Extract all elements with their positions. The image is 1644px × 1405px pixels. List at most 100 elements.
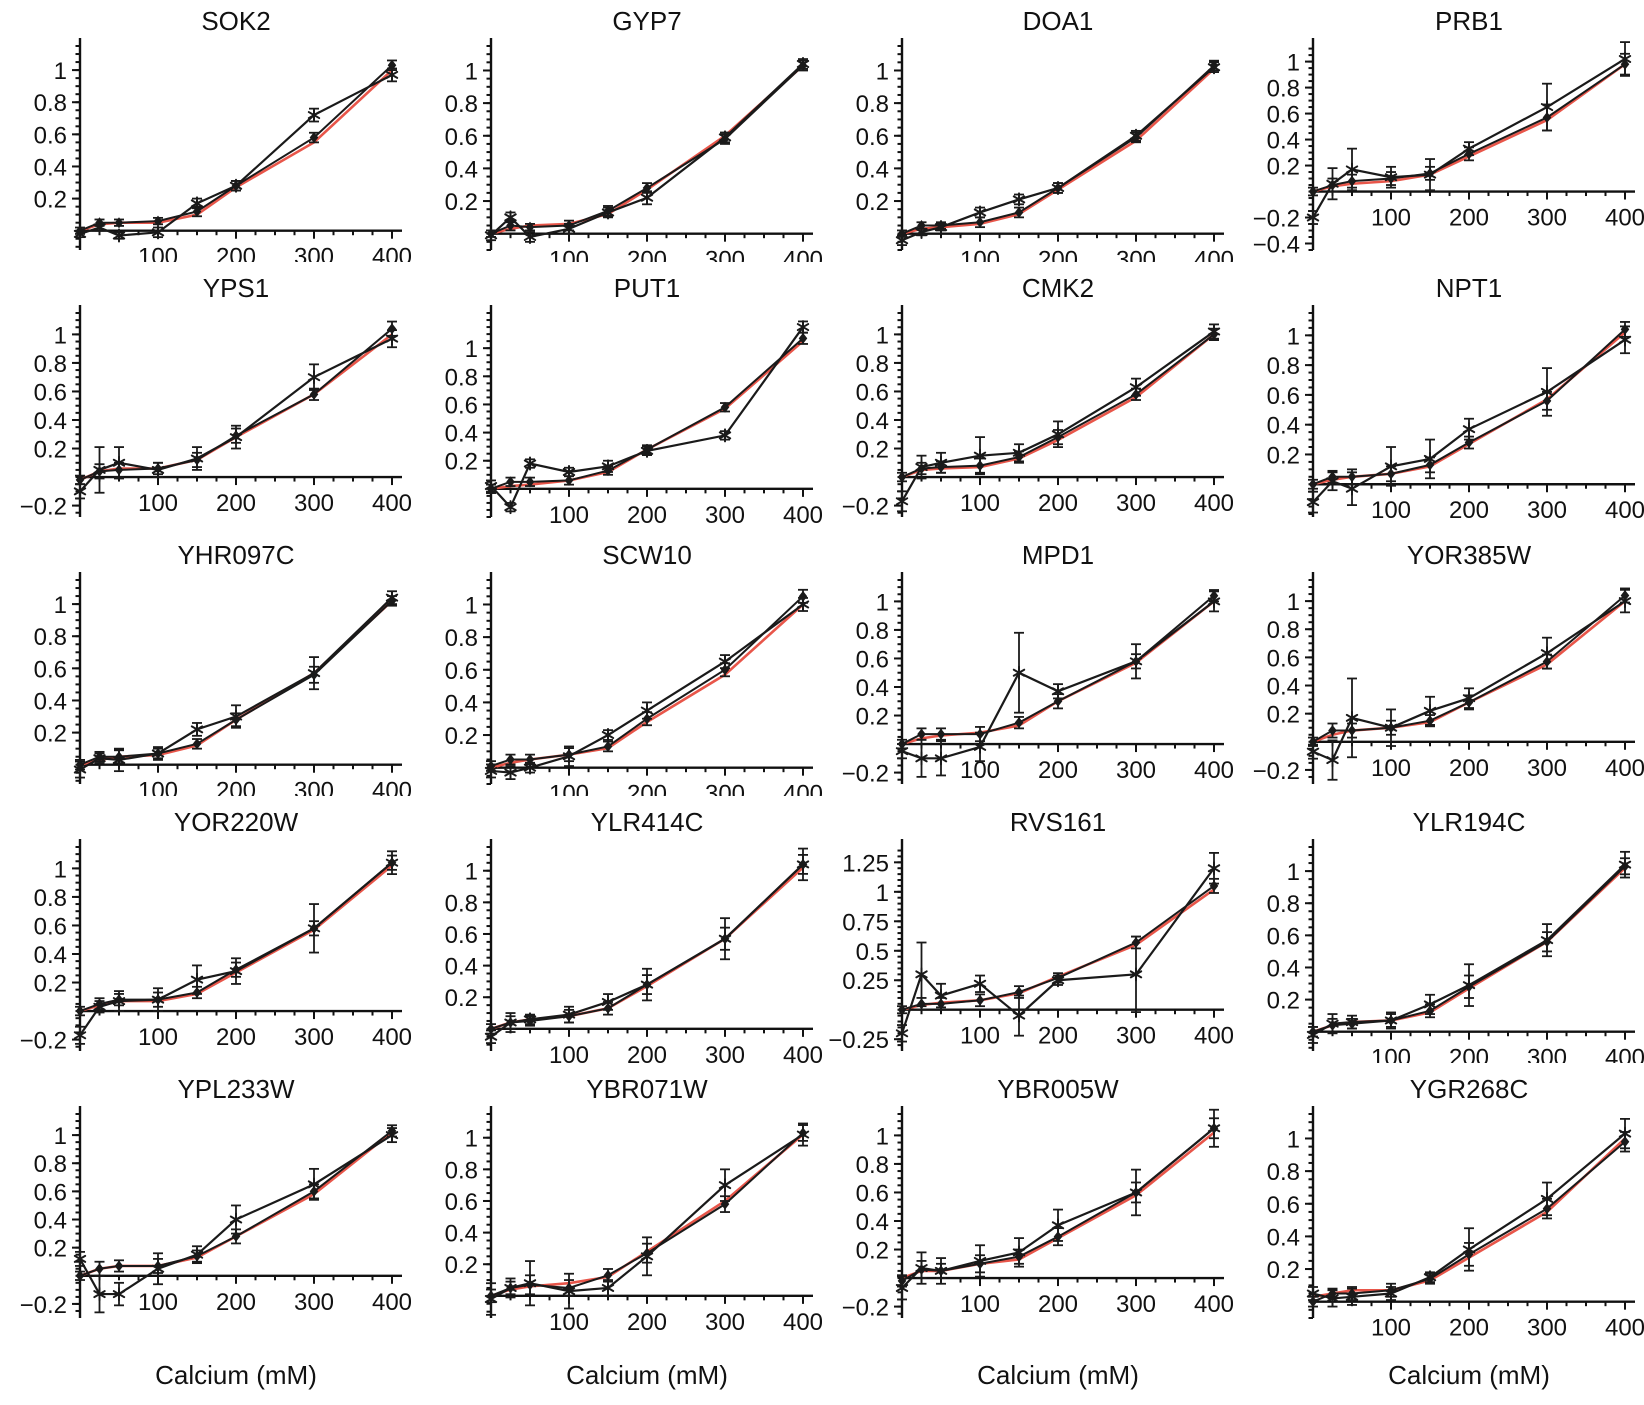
svg-text:1: 1 [876, 589, 889, 616]
svg-text:400: 400 [1194, 757, 1233, 784]
svg-text:1: 1 [876, 1123, 889, 1150]
svg-text:300: 300 [294, 244, 334, 262]
plot-title-yps1: YPS1 [203, 273, 270, 303]
svg-text:200: 200 [1038, 247, 1078, 262]
chart-canvas-cmk2: CMK2 100 200 300 400 −0.2 0.20.40.60.81 [842, 273, 1234, 521]
diamond-series-line-ypl233w [79, 1130, 393, 1277]
diamond-markers-yor220w [75, 857, 397, 1017]
svg-text:300: 300 [294, 1024, 334, 1051]
tick-labels-doa1: 100 200 300 400 0.2 0.4 0.6 0.8 1 [856, 58, 1234, 273]
ticks-cmk2 [894, 312, 1215, 514]
svg-text:1: 1 [1287, 589, 1300, 616]
svg-text:0.2: 0.2 [856, 437, 889, 464]
svg-text:1: 1 [465, 336, 478, 363]
plot-title-put1: PUT1 [614, 273, 680, 303]
axes-ypl233w [78, 1106, 402, 1318]
axes-yhr097c [78, 572, 402, 784]
svg-text:0.8: 0.8 [445, 1157, 478, 1184]
svg-text:100: 100 [960, 247, 1000, 262]
plot-title-ybr071w: YBR071W [586, 1074, 708, 1104]
error-bars-yor385w [1308, 587, 1630, 781]
plot-title-mpd1: MPD1 [1022, 540, 1094, 570]
chart-canvas-sok2: SOK2 100 200 300 400 0.2 0.4 0.6 0.8 1 [34, 6, 412, 271]
x-axis-label-ypl233w: Calcium (mM) [155, 1360, 317, 1390]
star-markers-sok2 [73, 67, 399, 243]
svg-text:200: 200 [1449, 497, 1489, 524]
svg-text:−0.2: −0.2 [842, 494, 889, 521]
svg-text:−0.2: −0.2 [1253, 206, 1300, 233]
star-markers-gyp7 [484, 56, 810, 244]
svg-text:0.2: 0.2 [34, 437, 67, 464]
svg-text:200: 200 [216, 490, 256, 517]
svg-text:400: 400 [1605, 755, 1644, 782]
axes-cmk2 [900, 305, 1224, 517]
star-markers-ypl233w [73, 1128, 399, 1302]
diamond-markers-sok2 [75, 59, 397, 237]
diamond-series-line-gyp7 [490, 64, 804, 235]
svg-text:0.2: 0.2 [1267, 702, 1300, 729]
svg-text:0.75: 0.75 [842, 909, 889, 936]
axes-put1 [489, 305, 813, 517]
chart-canvas-ygr268c: YGR268C 100 200 300 400 0.2 0.4 0.6 0.8 1 Calcium … [1267, 1074, 1644, 1390]
error-bars-scw10 [486, 588, 808, 781]
subplot-yor385w: YOR385W 100 200 300 400 −0.2 0.2 0.4 0.6 0.8 1 [1233, 534, 1644, 801]
svg-text:0.8: 0.8 [856, 351, 889, 378]
ticks-sok2 [72, 45, 393, 248]
x-axis-label-ybr005w: Calcium (mM) [977, 1360, 1139, 1390]
svg-text:100: 100 [960, 1023, 1000, 1050]
svg-text:1: 1 [54, 58, 67, 85]
ticks-put1 [483, 312, 804, 518]
svg-text:0.6: 0.6 [856, 1180, 889, 1207]
axes-yor220w [78, 839, 402, 1051]
svg-text:400: 400 [783, 1042, 822, 1063]
svg-text:0.8: 0.8 [34, 624, 67, 651]
svg-text:0.8: 0.8 [856, 1152, 889, 1179]
svg-text:1: 1 [465, 859, 478, 886]
svg-text:300: 300 [705, 781, 745, 796]
subplot-scw10: SCW10 100 200 300 400 0.2 0.4 0.6 0.8 1 [411, 534, 823, 808]
x-axis-label-ygr268c: Calcium (mM) [1388, 1360, 1550, 1390]
svg-text:0.8: 0.8 [34, 1151, 67, 1178]
svg-text:100: 100 [138, 1024, 178, 1051]
model-fit-line-yhr097c [79, 599, 393, 766]
chart-canvas-yhr097c: YHR097C 100 200 300 400 0.2 0.4 0.6 0.8 1 [34, 540, 412, 805]
svg-text:100: 100 [549, 1309, 589, 1336]
svg-text:100: 100 [1371, 1315, 1411, 1342]
subplot-ygr268c: YGR268C 100 200 300 400 0.2 0.4 0.6 0.8 1 Calcium … [1233, 1068, 1644, 1405]
svg-text:300: 300 [705, 1309, 745, 1336]
model-fit-line-mpd1 [901, 600, 1215, 746]
star-series-line-ybr005w [901, 1127, 1215, 1289]
model-fit-line-put1 [490, 340, 804, 491]
svg-text:0.6: 0.6 [1267, 645, 1300, 672]
svg-text:0.2: 0.2 [445, 985, 478, 1012]
chart-canvas-rvs161: RVS161 100 200 300 400 −0.25 0.250.5 0.751 1.25 [828, 807, 1234, 1054]
star-markers-ybr071w [484, 1127, 810, 1307]
chart-canvas-put1: PUT1 100 200 300 400 0.20.40.60.81 [445, 273, 823, 529]
svg-text:400: 400 [783, 502, 822, 529]
svg-text:0.5: 0.5 [856, 939, 889, 966]
svg-text:200: 200 [1038, 1291, 1078, 1318]
axes-gyp7 [489, 38, 813, 250]
tick-labels-sok2: 100 200 300 400 0.2 0.4 0.6 0.8 1 [34, 58, 412, 271]
svg-text:400: 400 [372, 1289, 411, 1316]
svg-text:400: 400 [1194, 490, 1233, 517]
svg-text:300: 300 [1527, 497, 1567, 524]
svg-text:1: 1 [465, 1126, 478, 1153]
error-bars-sok2 [75, 59, 397, 240]
subplot-sok2: SOK2 100 200 300 400 0.2 0.4 0.6 0.8 1 [0, 0, 412, 271]
svg-text:300: 300 [1116, 1291, 1156, 1318]
plot-title-scw10: SCW10 [602, 540, 692, 570]
diamond-markers-npt1 [1308, 323, 1630, 490]
svg-text:0.8: 0.8 [1267, 891, 1300, 918]
svg-text:0.4: 0.4 [445, 421, 478, 448]
model-fit-line-ypl233w [79, 1131, 393, 1278]
star-markers-yps1 [73, 331, 399, 499]
svg-text:0.4: 0.4 [1267, 128, 1300, 155]
ticks-yor220w [72, 846, 393, 1048]
error-bars-yhr097c [75, 590, 397, 779]
svg-text:300: 300 [1527, 1045, 1567, 1063]
svg-text:0.2: 0.2 [34, 971, 67, 998]
subplot-doa1: DOA1 100 200 300 400 0.2 0.4 0.6 0.8 1 [822, 0, 1234, 274]
svg-text:0.8: 0.8 [445, 364, 478, 391]
star-markers-rvs161 [895, 861, 1221, 1041]
